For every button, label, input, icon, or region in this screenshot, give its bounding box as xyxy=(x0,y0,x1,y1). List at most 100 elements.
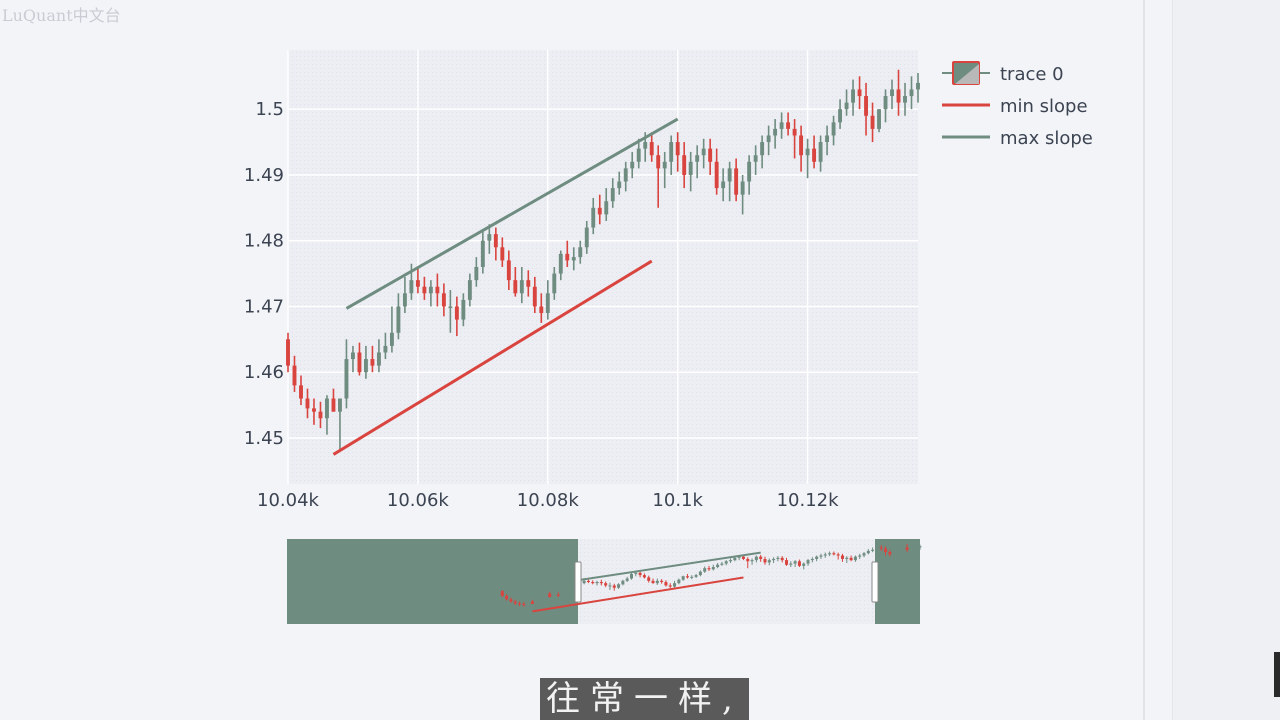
candle-body xyxy=(312,408,316,412)
max-slope-line xyxy=(345,117,679,310)
candle-body xyxy=(422,286,427,294)
x-axis: 10.04k 10.06k 10.08k 10.1k 10.12k xyxy=(257,490,839,511)
candle-body xyxy=(415,280,420,287)
candle-body xyxy=(558,253,563,274)
candle-body xyxy=(584,227,589,248)
plot-background xyxy=(288,50,918,484)
mini-candle-body xyxy=(660,580,664,582)
x-tick-label: 10.12k xyxy=(777,490,840,511)
mini-candle-body xyxy=(858,555,862,557)
legend[interactable]: trace 0 min slope max slope xyxy=(942,61,1093,149)
y-tick-label: 1.46 xyxy=(244,362,284,383)
range-slider-candles xyxy=(500,544,922,611)
candle-body xyxy=(636,148,641,162)
mini-candle-body xyxy=(754,556,758,561)
candle-body xyxy=(857,89,862,97)
candle-body xyxy=(675,142,680,156)
mini-candle-body xyxy=(832,553,836,555)
candle-body xyxy=(909,89,914,97)
mini-candle-body xyxy=(500,591,504,596)
candle-body xyxy=(299,385,303,399)
candle-body xyxy=(351,352,355,360)
mini-candle-body xyxy=(539,594,543,602)
candle-body xyxy=(578,247,583,258)
candle-body xyxy=(325,398,329,419)
candle-body xyxy=(727,168,732,182)
candle-body xyxy=(760,142,765,156)
mini-candle-body xyxy=(759,556,763,559)
side-panel xyxy=(1172,0,1280,720)
mini-candle-body xyxy=(845,557,849,559)
range-handle-right[interactable] xyxy=(871,561,879,603)
candle-body xyxy=(493,234,498,248)
candles xyxy=(286,69,920,452)
range-slider[interactable] xyxy=(287,539,922,624)
legend-label-min-slope: min slope xyxy=(1000,96,1088,117)
mini-candle-body xyxy=(595,582,599,584)
legend-item-trace0[interactable]: trace 0 xyxy=(942,61,1064,85)
mini-candle-body xyxy=(914,547,918,549)
candle-body xyxy=(773,128,778,136)
candle-body xyxy=(513,280,518,294)
mini-candle-body xyxy=(840,555,844,559)
legend-label-max-slope: max slope xyxy=(1000,128,1093,149)
mini-candle-body xyxy=(526,601,530,606)
mini-candle-body xyxy=(591,582,595,584)
candle-body xyxy=(539,306,544,314)
candle-body xyxy=(454,306,459,320)
candle-body xyxy=(292,365,297,386)
mini-candle-body xyxy=(823,554,827,556)
mini-candle-body xyxy=(729,560,733,562)
candle-body xyxy=(688,161,693,175)
candle-body xyxy=(701,148,706,156)
candle-body xyxy=(896,89,901,103)
mini-candle-body xyxy=(866,550,870,554)
mini-candle-body xyxy=(608,585,612,587)
mini-candle-body xyxy=(884,548,888,553)
mini-candle-body xyxy=(543,593,547,595)
panel-divider xyxy=(1143,0,1145,720)
legend-item-min-slope[interactable]: min slope xyxy=(942,96,1088,117)
candle-body xyxy=(740,181,745,195)
mini-candle-body xyxy=(530,601,534,604)
mini-candle-body xyxy=(733,557,737,561)
mini-candle-body xyxy=(647,577,651,581)
candle-body xyxy=(474,267,479,281)
mini-candle-body xyxy=(513,601,517,604)
mini-candle-body xyxy=(548,593,552,597)
candle-body xyxy=(500,247,505,261)
candle-body xyxy=(623,168,628,182)
y-tick-label: 1.5 xyxy=(255,99,284,120)
mini-candle-body xyxy=(836,554,840,556)
y-tick-label: 1.45 xyxy=(244,428,284,449)
mini-candle-body xyxy=(789,563,793,565)
mini-candle-body xyxy=(776,557,780,559)
mini-candle-body xyxy=(612,585,616,588)
mini-candle-body xyxy=(621,580,625,585)
mini-candle-body xyxy=(909,548,913,550)
mini-candle-body xyxy=(698,571,702,576)
candle-body xyxy=(799,135,804,156)
mini-candle-body xyxy=(604,583,608,586)
candle-body xyxy=(441,293,446,307)
candle-body xyxy=(370,359,375,366)
scrollbar-handle[interactable] xyxy=(1274,652,1280,697)
candle-body xyxy=(552,273,557,294)
legend-item-max-slope[interactable]: max slope xyxy=(942,128,1093,149)
candle-body xyxy=(753,155,758,162)
mini-candle-body xyxy=(634,572,638,574)
mini-candle-body xyxy=(853,556,857,561)
range-handle-left[interactable] xyxy=(574,561,582,603)
range-mask-left xyxy=(287,539,578,624)
candle-body xyxy=(721,181,726,189)
candle-body xyxy=(318,411,323,419)
video-subtitle: 往常一样, xyxy=(540,678,749,720)
mini-candle-body xyxy=(720,563,724,565)
candle-body xyxy=(428,286,433,294)
x-tick-label: 10.06k xyxy=(387,490,450,511)
candle-body xyxy=(851,89,855,103)
mini-candle-body xyxy=(905,547,909,550)
candle-body xyxy=(844,102,849,110)
candle-body xyxy=(883,96,888,110)
mini-candle-body xyxy=(875,547,879,550)
